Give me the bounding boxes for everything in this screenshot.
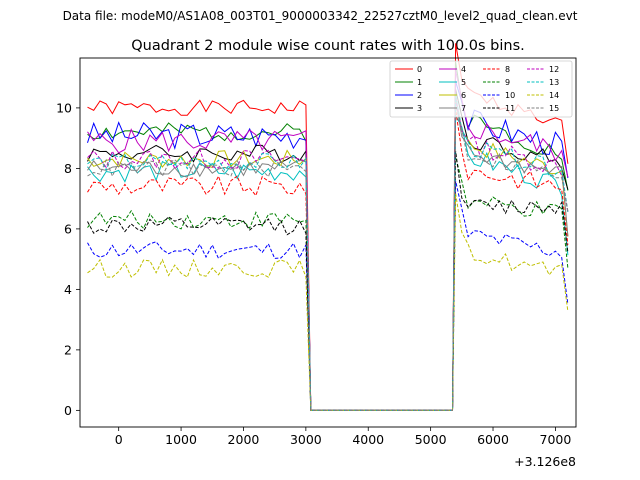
legend-label-7: 7	[461, 104, 466, 113]
legend-box	[389, 60, 573, 118]
x-tick-label: 2000	[228, 432, 260, 447]
legend-label-15: 15	[549, 104, 559, 113]
legend-label-5: 5	[461, 78, 466, 87]
legend-label-2: 2	[417, 91, 422, 100]
legend-label-11: 11	[505, 104, 515, 113]
x-tick-label: 0	[115, 432, 123, 447]
legend-label-12: 12	[549, 65, 559, 74]
legend-label-13: 13	[549, 78, 559, 87]
y-tick-label: 6	[64, 221, 72, 236]
series-line-14	[87, 193, 569, 411]
x-tick-label: 7000	[540, 432, 572, 447]
plot-area	[80, 58, 576, 427]
series-line-7	[87, 98, 569, 411]
series-line-9	[87, 156, 569, 411]
legend-label-14: 14	[549, 91, 559, 100]
series-line-15	[87, 105, 569, 411]
y-axis: 0 2 4 6 8 10	[56, 100, 80, 418]
x-tick-label: 1000	[165, 432, 197, 447]
y-tick-label: 8	[64, 161, 72, 176]
data-file-label: Data file: modeM0/AS1A08_003T01_90000033…	[63, 9, 578, 23]
series-line-10	[87, 180, 569, 411]
y-tick-label: 4	[64, 282, 72, 297]
y-tick-label: 10	[56, 100, 72, 115]
y-tick-label: 2	[64, 342, 72, 357]
series-layer	[87, 43, 569, 411]
x-tick-label: 3000	[290, 432, 322, 447]
series-line-4	[87, 70, 569, 411]
series-line-13	[87, 93, 569, 411]
series-line-8	[87, 109, 569, 411]
legend-label-1: 1	[417, 78, 422, 87]
y-tick-label: 0	[64, 403, 72, 418]
chart-title: Quadrant 2 module wise count rates with …	[131, 38, 525, 54]
legend-label-8: 8	[505, 65, 510, 74]
x-tick-label: 6000	[477, 432, 509, 447]
legend-label-3: 3	[417, 104, 422, 113]
series-line-11	[87, 150, 569, 411]
legend-label-9: 9	[505, 78, 510, 87]
series-line-6	[87, 95, 569, 411]
series-line-2	[87, 81, 569, 411]
legend-label-4: 4	[461, 65, 466, 74]
legend-label-6: 6	[461, 91, 466, 100]
x-offset-label: +3.126e8	[514, 454, 576, 469]
legend-label-0: 0	[417, 65, 422, 74]
x-axis: 0 1000 2000 3000 4000 5000 6000 7000	[115, 427, 572, 447]
legend-label-10: 10	[505, 91, 515, 100]
x-tick-label: 4000	[352, 432, 384, 447]
series-line-1	[87, 61, 569, 411]
axes-frame	[79, 57, 577, 428]
series-line-5	[87, 115, 569, 411]
x-tick-label: 5000	[415, 432, 447, 447]
